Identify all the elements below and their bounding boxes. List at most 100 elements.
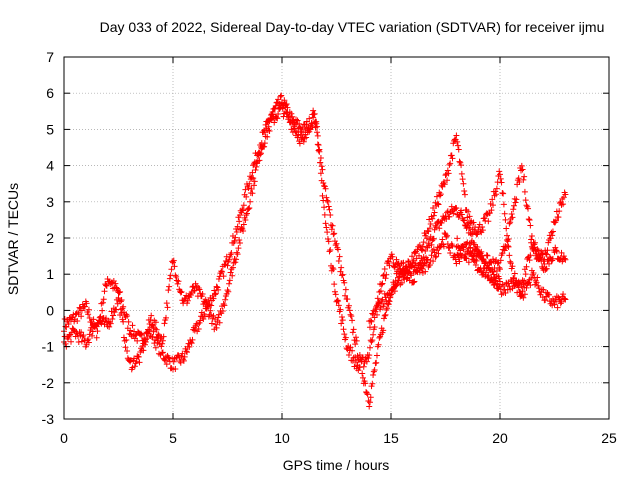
data-point (322, 185, 329, 192)
x-tick-label: 10 (274, 430, 290, 446)
data-point (231, 238, 238, 245)
data-point (392, 277, 399, 284)
data-point (80, 332, 87, 339)
data-point (433, 193, 440, 200)
data-point (174, 280, 181, 287)
data-point (338, 314, 345, 321)
data-point (553, 217, 560, 224)
data-point (468, 253, 475, 260)
data-point (490, 271, 497, 278)
data-point (321, 204, 328, 211)
data-point (360, 363, 367, 370)
data-point (553, 248, 560, 255)
data-point (215, 314, 222, 321)
data-point (323, 224, 330, 231)
data-point (148, 312, 155, 319)
data-point (85, 306, 92, 313)
data-point (155, 331, 162, 338)
data-point (90, 316, 97, 323)
data-point (212, 291, 219, 298)
data-point (517, 289, 524, 296)
data-point (238, 224, 245, 231)
data-point (347, 344, 354, 351)
data-point (65, 320, 72, 327)
data-point (369, 337, 376, 344)
data-point (505, 236, 512, 243)
data-point (159, 349, 166, 356)
data-point (400, 259, 407, 266)
y-tick-label: -2 (42, 375, 55, 391)
x-tick-label: 0 (60, 430, 68, 446)
data-point (544, 247, 551, 254)
data-point (327, 247, 334, 254)
data-point (432, 254, 439, 261)
data-point (109, 315, 116, 322)
data-point (152, 319, 159, 326)
x-tick-label: 15 (383, 430, 399, 446)
data-point (291, 125, 298, 132)
data-point (546, 254, 553, 261)
data-point (365, 355, 372, 362)
data-point (497, 175, 504, 182)
data-point (173, 273, 180, 280)
data-point (395, 277, 402, 284)
data-point (284, 109, 291, 116)
data-point (89, 332, 96, 339)
data-point (444, 232, 451, 239)
data-point (468, 239, 475, 246)
data-point (338, 264, 345, 271)
data-point (359, 374, 366, 381)
data-point (539, 250, 546, 257)
data-point (545, 239, 552, 246)
data-point (78, 307, 85, 314)
data-point (377, 288, 384, 295)
data-point (243, 210, 250, 217)
data-point (251, 178, 258, 185)
data-point (338, 272, 345, 279)
data-point (526, 257, 533, 264)
data-point (388, 289, 395, 296)
data-point (159, 350, 166, 357)
data-point (310, 114, 317, 121)
data-point (398, 279, 405, 286)
data-point (296, 140, 303, 147)
data-point (222, 296, 229, 303)
data-point (521, 291, 528, 298)
data-point (416, 252, 423, 259)
data-point (363, 358, 370, 365)
data-point (236, 240, 243, 247)
data-point (370, 331, 377, 338)
data-point (460, 244, 467, 251)
data-point (277, 93, 284, 100)
data-point (426, 261, 433, 268)
data-point (508, 211, 515, 218)
data-point (317, 159, 324, 166)
data-point (554, 304, 561, 311)
data-point (511, 270, 518, 277)
data-point (497, 257, 504, 264)
data-point (294, 117, 301, 124)
data-point (502, 290, 509, 297)
y-tick-label: -1 (42, 339, 55, 355)
data-point (558, 249, 565, 256)
data-point (331, 281, 338, 288)
data-point (319, 192, 326, 199)
data-point (549, 232, 556, 239)
data-point (335, 246, 342, 253)
data-point (220, 273, 227, 280)
data-point (224, 262, 231, 269)
data-point (350, 326, 357, 333)
data-point (345, 302, 352, 309)
data-point (315, 147, 322, 154)
data-point (437, 191, 444, 198)
data-point (474, 230, 481, 237)
data-point (494, 260, 501, 267)
data-point (381, 312, 388, 319)
data-point (391, 288, 398, 295)
data-point (509, 263, 516, 270)
data-point (303, 134, 310, 141)
data-point (257, 151, 264, 158)
data-point (166, 355, 173, 362)
data-point (368, 318, 375, 325)
data-point (333, 240, 340, 247)
